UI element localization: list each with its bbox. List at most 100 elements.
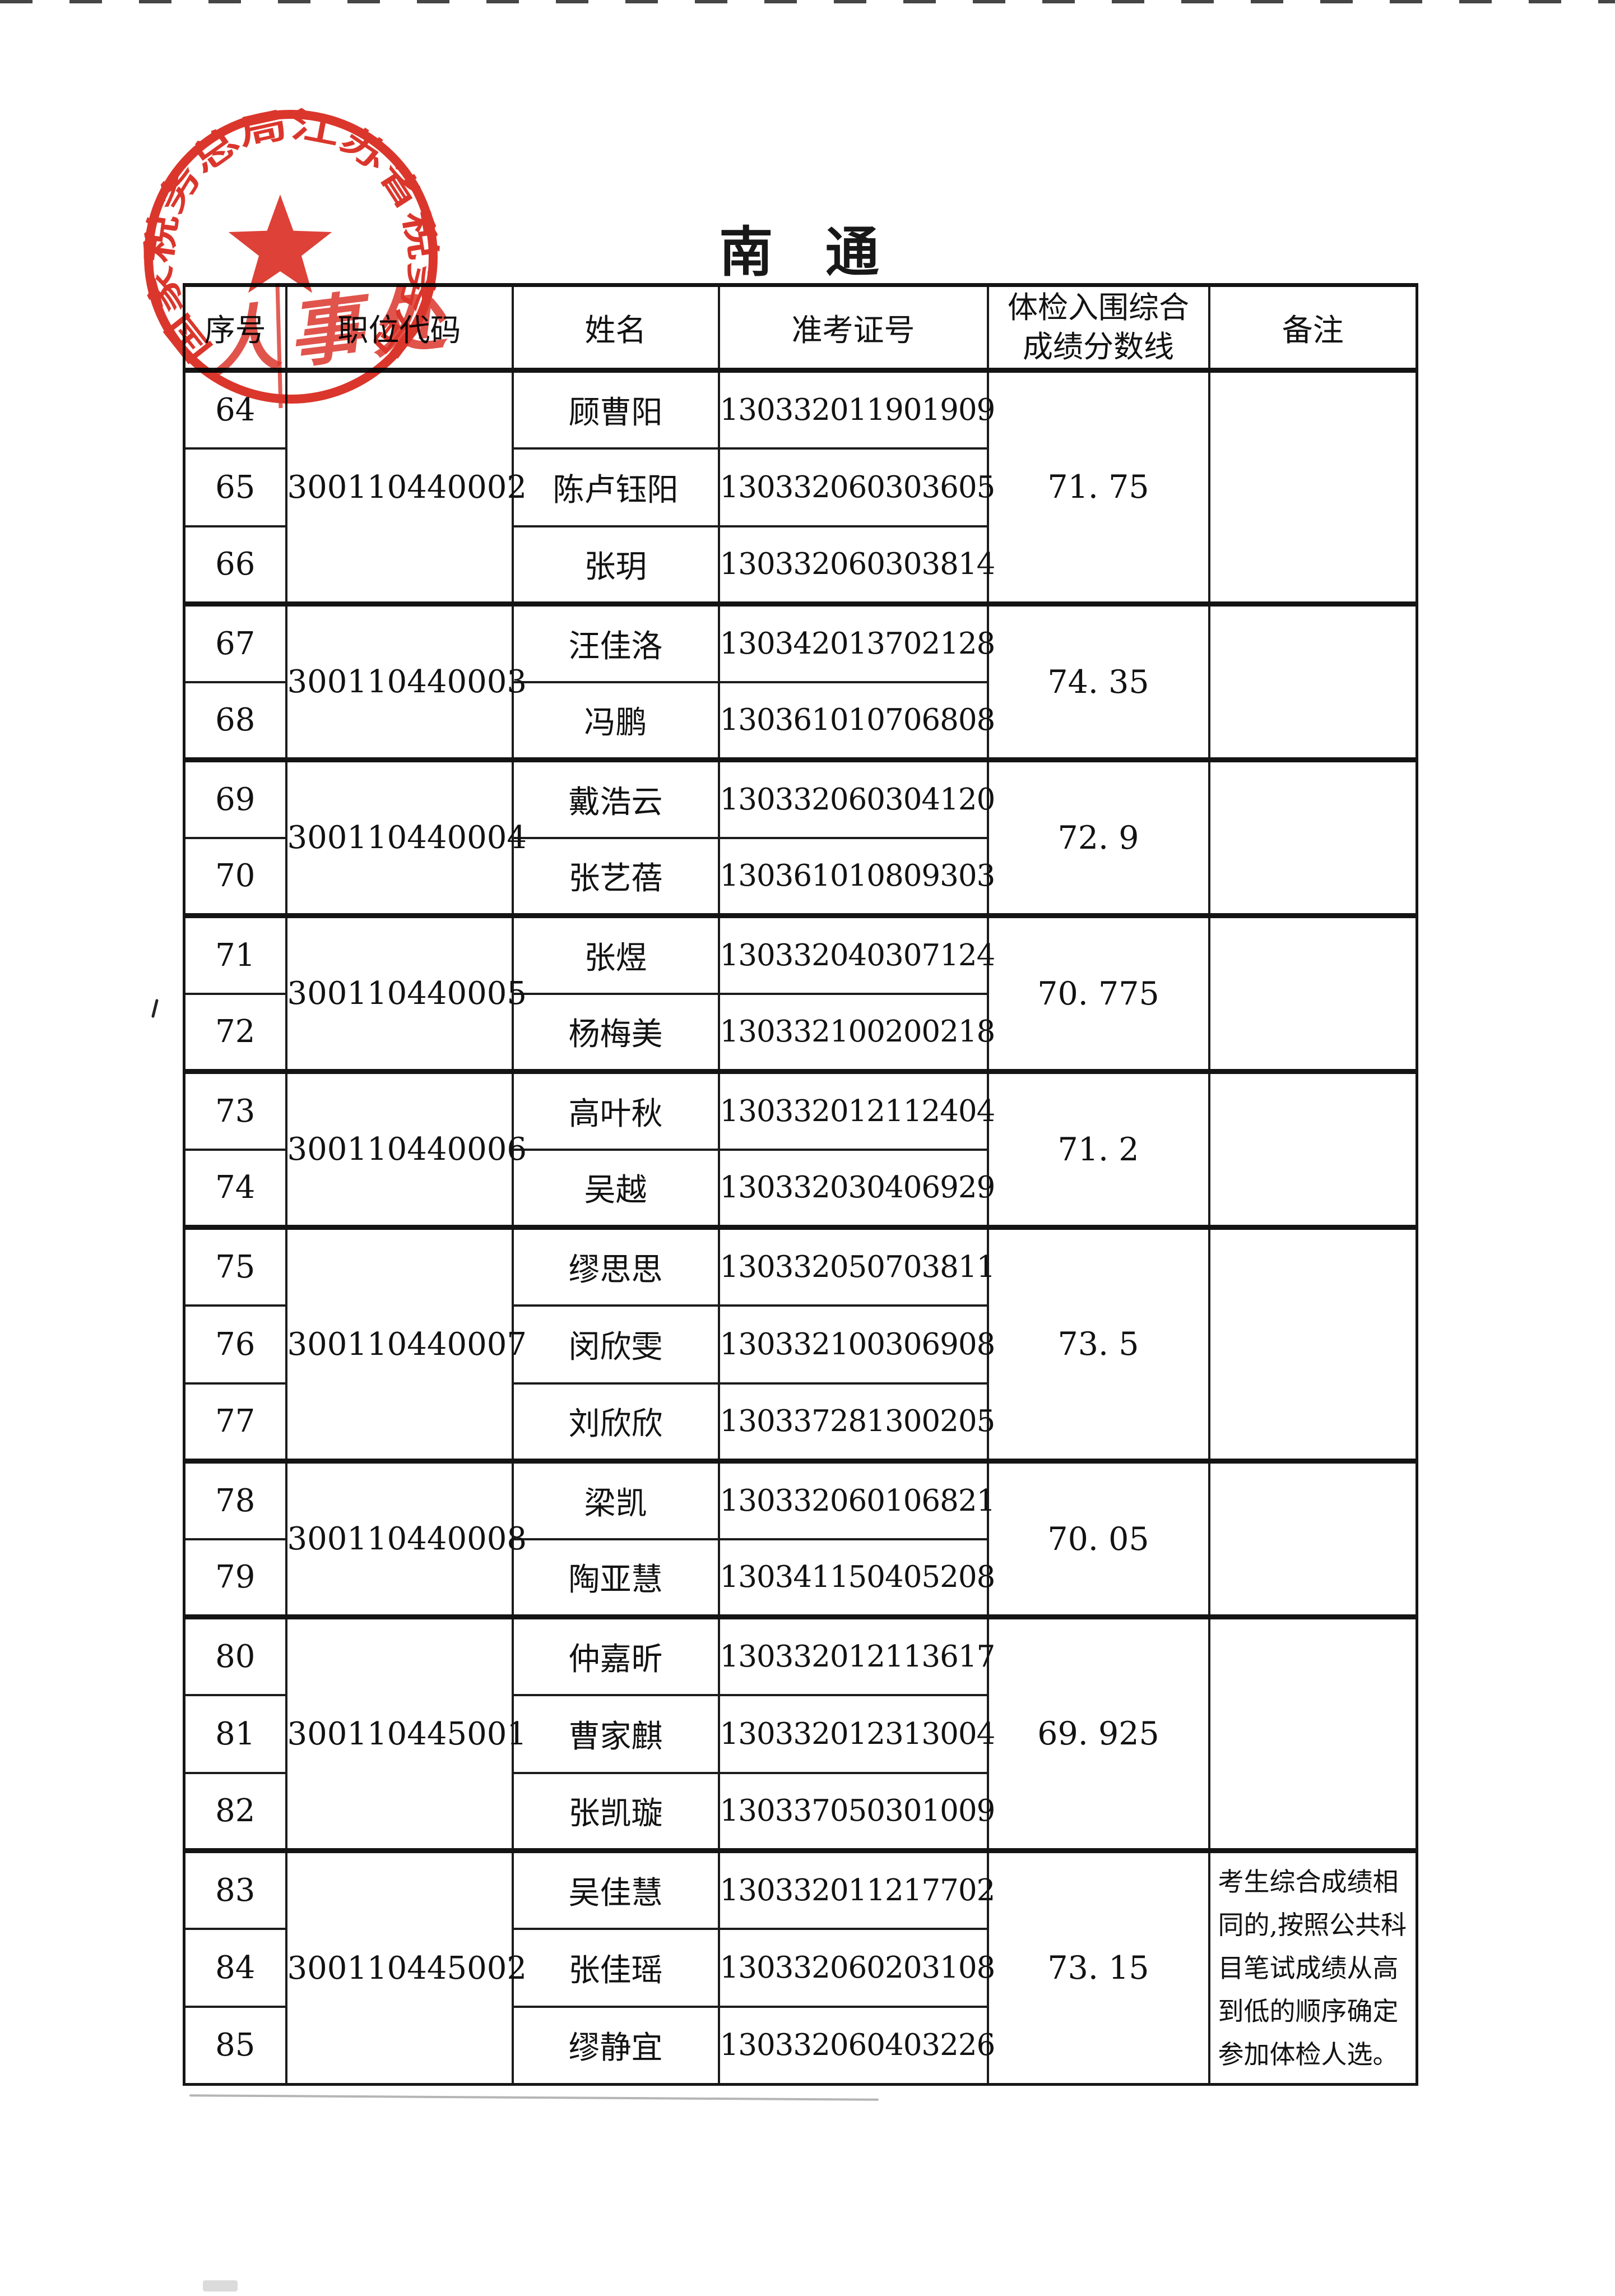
table-row: 65 陈卢钰阳 130332060303605 [183, 447, 1417, 527]
name-cell: 曹家麒 [511, 1693, 720, 1774]
name-cell: 吴越 [511, 1148, 720, 1229]
table-row: 82 张凯璇 130337050301009 [183, 1771, 1417, 1852]
name-cell: 冯鹏 [511, 681, 720, 761]
ticket-cell: 130332060303605 [717, 447, 995, 527]
seal-star-icon [228, 195, 332, 293]
seal-ring [144, 110, 438, 404]
score-cell: 71. 75 [986, 368, 1210, 605]
name-cell: 张凯璇 [511, 1771, 720, 1852]
col-header-name: 姓名 [511, 283, 720, 373]
table-row: 81 曹家麒 130332012313004 [183, 1693, 1417, 1774]
name-cell: 张玥 [511, 525, 720, 605]
index-cell: 71 [183, 913, 287, 995]
remark-cell [1208, 1225, 1418, 1462]
ticket-cell: 130361010809303 [717, 836, 995, 917]
table-row: 69 300110440004 戴浩云 130332060304120 72. 9 [183, 757, 1418, 917]
code-cell: 300110440004 [285, 757, 527, 917]
name-cell: 缪思思 [511, 1225, 720, 1307]
remark-cell [1208, 1614, 1418, 1852]
index-cell: 80 [183, 1614, 287, 1696]
name-cell: 缪静宜 [511, 2005, 720, 2086]
table-row: 84 张佳瑶 130332060203108 [183, 1927, 1417, 2008]
table-row: 74 吴越 130332030406929 [183, 1148, 1417, 1229]
table-row: 85 缪静宜 130332060403226 [183, 2005, 1417, 2086]
table-row: 68 冯鹏 130361010706808 [183, 681, 1417, 761]
remark-cell [1208, 1459, 1418, 1618]
col-header-index: 序号 [183, 283, 287, 373]
table-row: 71 300110440005 张煜 130332040307124 70. 775 [183, 913, 1418, 1073]
ticket-cell: 130332100306908 [717, 1304, 995, 1385]
index-cell: 77 [183, 1382, 287, 1462]
name-cell: 陈卢钰阳 [511, 447, 720, 527]
remark-cell: 考生综合成绩相 同的,按照公共科 目笔试成绩从高 到低的顺序确定 参加体检人选。 [1208, 1848, 1418, 2086]
remark-cell [1208, 757, 1418, 917]
table-row: 73 300110440006 高叶秋 130332012112404 71. 2 [183, 1069, 1418, 1229]
ticket-cell: 130342013702128 [717, 601, 995, 683]
name-cell: 高叶秋 [511, 1069, 720, 1151]
index-cell: 64 [183, 368, 287, 450]
name-cell: 顾曹阳 [511, 368, 720, 450]
table-row: 77 刘欣欣 130337281300205 [183, 1382, 1417, 1462]
seal-center-text: 人事处 [201, 272, 451, 389]
col-header-score-line1: 体检入围综合 [1008, 290, 1189, 325]
code-cell: 300110440002 [285, 368, 527, 605]
name-cell: 戴浩云 [511, 757, 720, 839]
ticket-cell: 130332060303814 [717, 525, 995, 605]
code-cell: 300110440008 [285, 1459, 527, 1618]
table-row: 79 陶亚慧 130341150405208 [183, 1538, 1417, 1618]
index-cell: 67 [183, 601, 287, 683]
index-cell: 73 [183, 1069, 287, 1151]
ticket-cell: 130332030406929 [717, 1148, 995, 1229]
index-cell: 79 [183, 1538, 287, 1618]
remark-cell [1208, 913, 1418, 1073]
index-cell: 68 [183, 681, 287, 761]
ticket-cell: 130332060106821 [717, 1459, 995, 1540]
score-table: 序号 职位代码 姓名 准考证号 体检入围综合 成绩分数线 备注 64 300110… [183, 283, 1418, 2086]
score-cell: 71. 2 [986, 1069, 1210, 1229]
remark-cell [1208, 601, 1418, 761]
table-row: 80 300110445001 仲嘉昕 130332012113617 69. 925 [183, 1614, 1418, 1852]
table-row: 70 张艺蓓 130361010809303 [183, 836, 1417, 917]
table-row: 72 杨梅美 130332100200218 [183, 992, 1417, 1073]
ticket-cell: 130332060403226 [717, 2005, 995, 2086]
ticket-cell: 130337281300205 [717, 1382, 995, 1462]
scan-artifact-smudge [203, 2280, 238, 2292]
index-cell: 84 [183, 1927, 287, 2008]
name-cell: 闵欣雯 [511, 1304, 720, 1385]
ticket-cell: 130332012113617 [717, 1614, 995, 1696]
table-row: 78 300110440008 梁凯 130332060106821 70. 05 [183, 1459, 1418, 1618]
ticket-cell: 130332100200218 [717, 992, 995, 1073]
ticket-cell: 130337050301009 [717, 1771, 995, 1852]
index-cell: 85 [183, 2005, 287, 2086]
index-cell: 78 [183, 1459, 287, 1540]
name-cell: 杨梅美 [511, 992, 720, 1073]
col-header-remark: 备注 [1208, 283, 1418, 373]
header-row: 序号 职位代码 姓名 准考证号 体检入围综合 成绩分数线 备注 [183, 283, 1418, 373]
table-row: 66 张玥 130332060303814 [183, 525, 1417, 605]
scan-artifact-slash [151, 998, 159, 1019]
table-row: 76 闵欣雯 130332100306908 [183, 1304, 1417, 1385]
table-row: 64 300110440002 顾曹阳 130332011901909 71. 75 [183, 368, 1418, 605]
name-cell: 吴佳慧 [511, 1848, 720, 1930]
name-cell: 张佳瑶 [511, 1927, 720, 2008]
index-cell: 65 [183, 447, 287, 527]
col-header-score-line2: 成绩分数线 [1023, 329, 1174, 364]
index-cell: 76 [183, 1304, 287, 1385]
index-cell: 66 [183, 525, 287, 605]
index-cell: 82 [183, 1771, 287, 1852]
remark-cell [1208, 368, 1418, 605]
score-cell: 70. 775 [986, 913, 1210, 1073]
index-cell: 70 [183, 836, 287, 917]
ticket-cell: 130332060304120 [717, 757, 995, 839]
official-seal-stamp: 国家税务总局江苏省税务局 人事处 [138, 104, 451, 409]
table-row: 83 300110445002 吴佳慧 130332011217702 73. 15 考生… [183, 1848, 1418, 2086]
scan-artifact-echo-line [189, 2094, 879, 2101]
ticket-cell: 130332012112404 [717, 1069, 995, 1151]
table-row: 67 300110440003 汪佳洛 130342013702128 74. 35 [183, 601, 1418, 761]
index-cell: 83 [183, 1848, 287, 1930]
score-cell: 74. 35 [986, 601, 1210, 761]
ticket-cell: 130341150405208 [717, 1538, 995, 1618]
page-title: 南 通 [719, 220, 896, 284]
name-cell: 张煜 [511, 913, 720, 995]
name-cell: 汪佳洛 [511, 601, 720, 683]
